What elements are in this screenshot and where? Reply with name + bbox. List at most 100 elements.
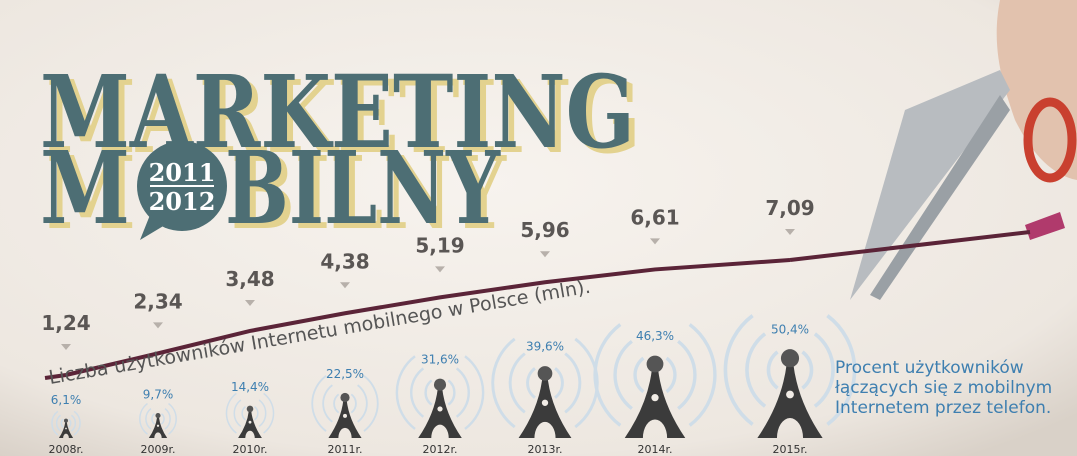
signal-wave: [526, 367, 536, 399]
signal-wave: [766, 350, 779, 390]
value-label: 50,4%: [771, 322, 809, 336]
tower-body: [518, 377, 572, 438]
pointer: [650, 238, 660, 245]
tower-ball: [64, 418, 68, 423]
value-label: 4,38: [320, 249, 369, 273]
value-label: 31,6%: [421, 352, 459, 366]
tower: [723, 314, 857, 438]
value-label: 9,7%: [143, 387, 174, 401]
signal-wave: [464, 355, 485, 430]
tower-body: [624, 369, 686, 438]
series-line: [65, 258, 791, 377]
signal-wave: [723, 314, 754, 426]
percent-note: Procent użytkowników łączących się z mob…: [835, 358, 1053, 418]
tower-hole: [248, 420, 252, 424]
value-label: 7,09: [765, 196, 814, 220]
signal-wave: [51, 410, 59, 436]
signal-wave: [233, 399, 242, 428]
title: MARKETING: [40, 53, 635, 171]
signal-wave: [613, 339, 633, 410]
x-tick-label: 2015r.: [772, 443, 807, 456]
signal-wave: [70, 414, 77, 432]
signal-wave: [241, 406, 246, 421]
tower-hole: [541, 399, 549, 406]
signal-wave: [225, 392, 237, 434]
signal-wave: [491, 337, 516, 429]
tower-hole: [65, 427, 67, 430]
pointer: [540, 251, 550, 258]
x-tick-label: 2008r.: [48, 443, 83, 456]
x-tick-label: 2012r.: [422, 443, 457, 456]
pointer: [340, 282, 350, 289]
signal-wave: [801, 350, 814, 390]
pointer: [245, 299, 255, 306]
tower-hole: [343, 413, 347, 418]
value-label: 3,48: [225, 267, 274, 291]
value-label: 6,1%: [51, 393, 82, 407]
tower: [395, 355, 485, 438]
value-label: 5,19: [415, 233, 464, 257]
tower-ball: [246, 405, 254, 413]
signal-wave: [688, 323, 717, 427]
signal-wave: [633, 356, 645, 394]
tower-ball: [433, 378, 447, 391]
tower-body: [757, 363, 823, 438]
signal-wave: [813, 332, 835, 408]
tower-ball: [780, 349, 800, 368]
cable-plug: [1025, 212, 1065, 240]
badge-year: 2011: [149, 158, 216, 187]
signal-wave: [151, 413, 156, 425]
signal-wave: [447, 379, 456, 406]
tower-ball: [646, 355, 664, 373]
signal-wave: [665, 356, 677, 394]
value-label: 6,61: [630, 205, 679, 229]
subtitle-shadow: BILNY: [231, 134, 507, 252]
subtitle-shadow: M: [46, 134, 136, 252]
signal-wave: [395, 355, 416, 430]
signal-wave: [322, 384, 333, 423]
tower: [51, 410, 81, 438]
tower-hole: [437, 406, 443, 412]
tower: [139, 402, 177, 438]
tower: [225, 392, 275, 438]
signal-wave: [139, 402, 148, 435]
subtitle: BILNY: [225, 129, 501, 247]
signal-wave: [168, 402, 177, 435]
tower-ball: [537, 366, 553, 381]
tower: [491, 337, 599, 438]
tower-body: [58, 421, 74, 438]
value-label: 5,96: [520, 218, 569, 242]
x-tick-label: 2009r.: [140, 443, 175, 456]
signal-wave: [55, 414, 62, 432]
pointer: [435, 266, 445, 273]
title-shadow: MARKETING: [46, 58, 641, 176]
value-label: 22,5%: [326, 367, 364, 381]
signal-wave: [424, 379, 433, 406]
signal-wave: [60, 418, 64, 428]
signal-wave: [826, 314, 857, 426]
tower-body: [328, 400, 362, 438]
subtitle: M: [40, 129, 130, 247]
x-tick-label: 2013r.: [527, 443, 562, 456]
signal-wave: [350, 393, 357, 414]
signal-wave: [164, 408, 171, 430]
signal-wave: [311, 375, 327, 432]
value-label: 1,24: [41, 311, 90, 335]
signal-wave: [254, 406, 259, 421]
value-label: 14,4%: [231, 380, 269, 394]
tower: [593, 323, 717, 438]
tower-body: [238, 410, 262, 438]
signal-wave: [145, 408, 152, 430]
tower-body: [148, 417, 168, 438]
x-tick-label: 2011r.: [327, 443, 362, 456]
signal-wave: [745, 332, 767, 408]
signal-wave: [508, 352, 526, 414]
signal-wave: [68, 418, 72, 428]
signal-wave: [564, 352, 582, 414]
tower-hole: [786, 390, 794, 399]
scissor-handle: [1023, 97, 1077, 183]
value-label: 2,34: [133, 289, 182, 313]
badge-year: 2012: [149, 187, 216, 216]
